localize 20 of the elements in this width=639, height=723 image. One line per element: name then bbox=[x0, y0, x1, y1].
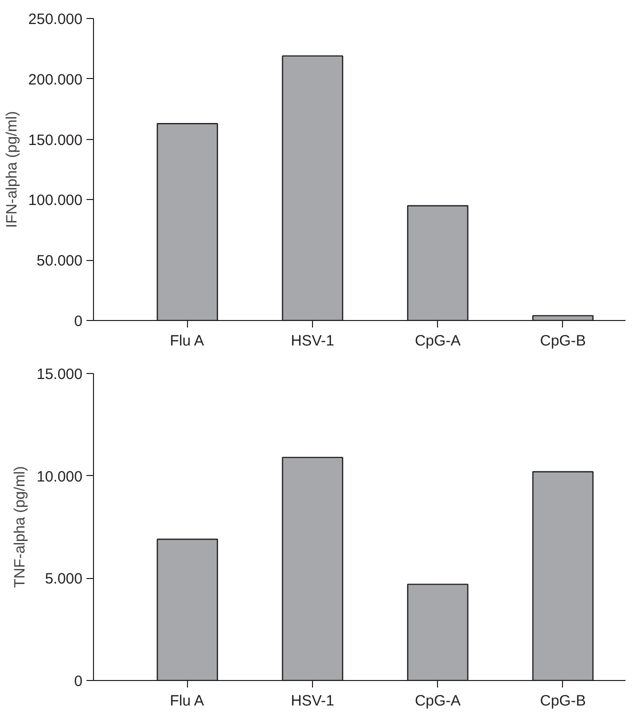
x-tick-label: CpG-B bbox=[540, 692, 586, 710]
y-tick-label: 150.000 bbox=[28, 132, 83, 149]
x-tick-label: HSV-1 bbox=[290, 692, 334, 710]
y-tick-label: 100.000 bbox=[28, 192, 83, 210]
x-tick-label: HSV-1 bbox=[290, 332, 334, 350]
y-tick-label: 50.000 bbox=[36, 252, 83, 270]
y-tick-label: 5.000 bbox=[44, 570, 83, 588]
y-axis-title: IFN-alpha (pg/ml) bbox=[3, 111, 20, 228]
x-tick-label: CpG-A bbox=[414, 692, 461, 710]
y-axis-title: TNF-alpha (pg/ml) bbox=[12, 466, 29, 588]
y-tick-label: 250.000 bbox=[28, 11, 83, 28]
x-tick-label: Flu A bbox=[170, 692, 204, 710]
x-tick-label: CpG-A bbox=[414, 332, 461, 350]
x-tick-label: CpG-B bbox=[540, 332, 586, 350]
y-tick-label: 0 bbox=[74, 673, 82, 690]
y-tick-label: 0 bbox=[74, 313, 82, 330]
y-tick-label: 200.000 bbox=[28, 71, 83, 88]
y-tick-label: 10.000 bbox=[36, 468, 83, 486]
x-tick-label: Flu A bbox=[170, 332, 204, 350]
y-tick-label: 15.000 bbox=[36, 366, 83, 383]
